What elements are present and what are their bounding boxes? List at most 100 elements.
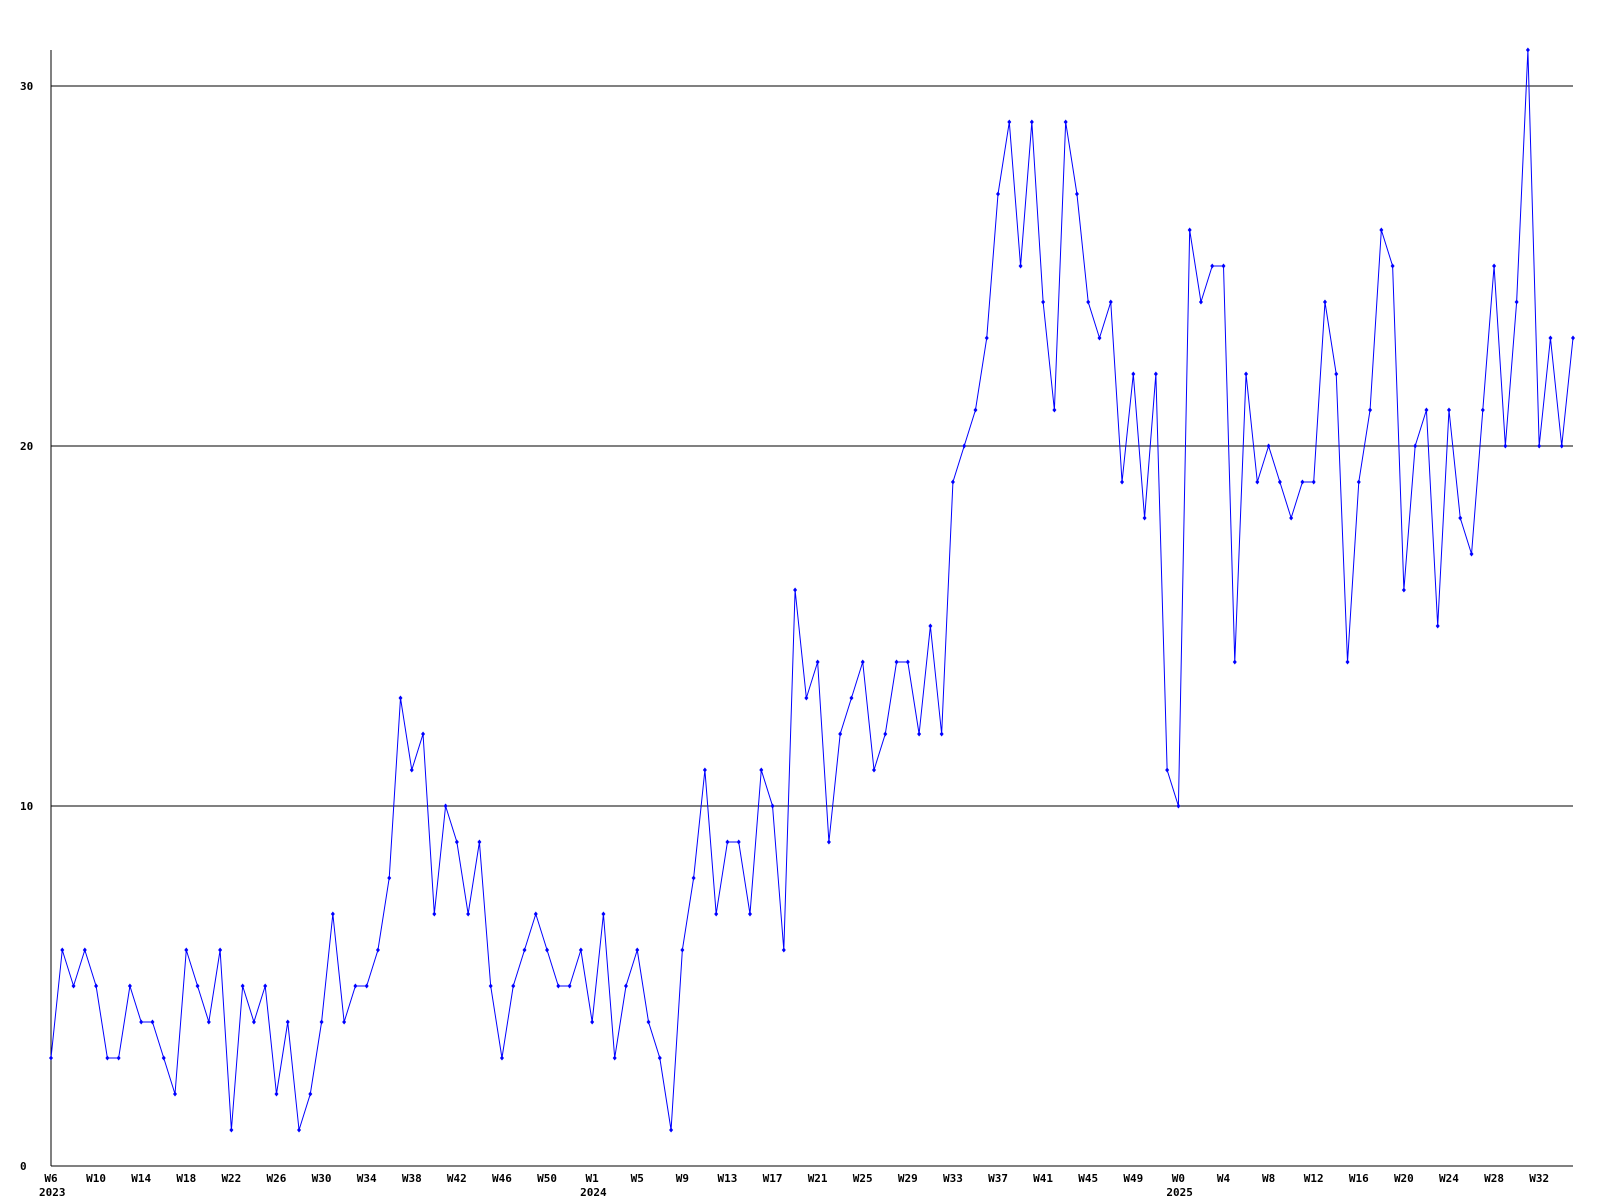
x-tick-label: W50 — [537, 1172, 557, 1185]
point — [657, 1055, 662, 1061]
point — [1525, 47, 1530, 53]
point — [1244, 371, 1249, 377]
point — [736, 839, 741, 845]
point — [161, 1055, 166, 1061]
point — [612, 1055, 617, 1061]
point — [860, 659, 865, 665]
x-tick-label: W14 — [131, 1172, 151, 1185]
point — [1446, 407, 1451, 413]
x-tick-label: W37 — [988, 1172, 1008, 1185]
point — [1514, 299, 1519, 305]
point — [1503, 443, 1508, 449]
point — [1334, 371, 1339, 377]
point — [1041, 299, 1046, 305]
point — [195, 983, 200, 989]
point — [691, 875, 696, 881]
point — [330, 911, 335, 917]
point — [973, 407, 978, 413]
point — [116, 1055, 121, 1061]
point — [669, 1127, 674, 1133]
point — [488, 983, 493, 989]
point — [1142, 515, 1147, 521]
x-tick-label: W10 — [86, 1172, 106, 1185]
x-tick-label: W8 — [1262, 1172, 1275, 1185]
point — [1289, 515, 1294, 521]
point — [1413, 443, 1418, 449]
x-tick-label: W17 — [763, 1172, 783, 1185]
point — [94, 983, 99, 989]
point — [1345, 659, 1350, 665]
point — [1300, 479, 1305, 485]
point — [804, 695, 809, 701]
point — [1097, 335, 1102, 341]
point — [206, 1019, 211, 1025]
point — [319, 1019, 324, 1025]
point — [466, 911, 471, 917]
x-tick-label: W42 — [447, 1172, 467, 1185]
point — [1311, 479, 1316, 485]
point — [1390, 263, 1395, 269]
x-tick-label: W18 — [176, 1172, 196, 1185]
line — [50, 49, 1574, 1131]
x-year-label: 2023 — [39, 1186, 66, 1199]
x-tick-label: W16 — [1349, 1172, 1369, 1185]
point — [1120, 479, 1125, 485]
point — [274, 1091, 279, 1097]
x-tick-label: W41 — [1033, 1172, 1053, 1185]
point — [1266, 443, 1271, 449]
point — [1074, 191, 1079, 197]
point — [759, 767, 764, 773]
point — [883, 731, 888, 737]
point — [1435, 623, 1440, 629]
point — [1322, 299, 1327, 305]
point — [646, 1019, 651, 1025]
x-tick-label: W33 — [943, 1172, 963, 1185]
point — [533, 911, 538, 917]
point — [1458, 515, 1463, 521]
point — [499, 1055, 504, 1061]
point — [1559, 443, 1564, 449]
x-year-label: 2025 — [1166, 1186, 1193, 1199]
point — [364, 983, 369, 989]
y-tick-label: 0 — [20, 1160, 27, 1173]
point — [826, 839, 831, 845]
point — [1176, 803, 1181, 809]
x-tick-label: W6 — [44, 1172, 58, 1185]
x-year-label: 2024 — [580, 1186, 607, 1199]
point — [1153, 371, 1158, 377]
point — [477, 839, 482, 845]
point — [872, 767, 877, 773]
point — [939, 731, 944, 737]
point — [251, 1019, 256, 1025]
point — [398, 695, 403, 701]
point — [905, 659, 910, 665]
y-tick-label: 30 — [20, 80, 33, 93]
x-tick-label: W0 — [1172, 1172, 1185, 1185]
x-tick-label: W45 — [1078, 1172, 1098, 1185]
x-tick-label: W29 — [898, 1172, 918, 1185]
x-tick-label: W13 — [718, 1172, 738, 1185]
point — [285, 1019, 290, 1025]
point — [917, 731, 922, 737]
point — [218, 947, 223, 953]
point — [1424, 407, 1429, 413]
point — [1221, 263, 1226, 269]
point — [928, 623, 933, 629]
point — [263, 983, 268, 989]
point — [1537, 443, 1542, 449]
point — [522, 947, 527, 953]
point — [432, 911, 437, 917]
point — [680, 947, 685, 953]
point — [82, 947, 87, 953]
x-tick-label: W32 — [1529, 1172, 1549, 1185]
point — [567, 983, 572, 989]
point — [962, 443, 967, 449]
x-tick-label: W26 — [267, 1172, 287, 1185]
point — [173, 1091, 178, 1097]
point — [240, 983, 245, 989]
point — [139, 1019, 144, 1025]
point — [387, 875, 392, 881]
point — [1198, 299, 1203, 305]
